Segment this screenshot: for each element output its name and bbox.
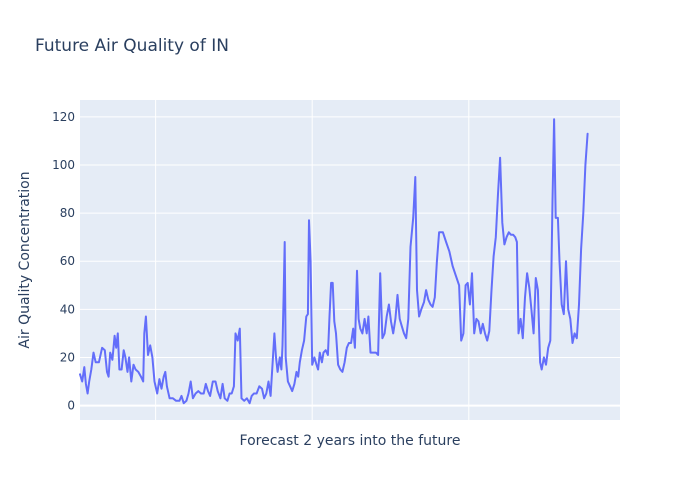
series-line: [79, 118, 589, 405]
chart-title: Future Air Quality of IN: [35, 36, 229, 56]
y-tick-label: 0: [67, 399, 75, 413]
y-tick-label: 40: [60, 302, 75, 316]
y-tick-label: 100: [52, 158, 75, 172]
y-tick-label: 120: [52, 110, 75, 124]
y-gridlines: [80, 116, 620, 407]
y-axis-label: Air Quality Concentration: [17, 171, 33, 348]
y-tick-label: 20: [60, 350, 75, 364]
x-gridlines: [155, 100, 470, 420]
y-tick-label: 80: [60, 206, 75, 220]
y-axis-tick-labels: 0 20 40 60 80 100 120: [52, 110, 75, 413]
x-axis-label: Forecast 2 years into the future: [240, 433, 461, 449]
plot-area: [80, 100, 620, 420]
y-tick-label: 60: [60, 254, 75, 268]
